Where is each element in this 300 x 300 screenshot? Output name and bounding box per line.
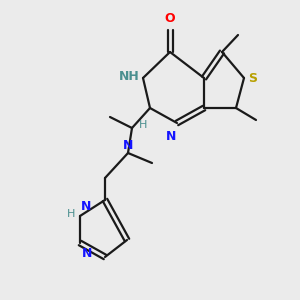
- Text: O: O: [165, 12, 175, 25]
- Text: S: S: [248, 73, 257, 85]
- Text: N: N: [166, 130, 176, 143]
- Text: N: N: [82, 247, 92, 260]
- Text: H: H: [67, 209, 75, 219]
- Text: NH: NH: [119, 70, 140, 83]
- Text: H: H: [139, 120, 147, 130]
- Text: N: N: [123, 139, 133, 152]
- Text: N: N: [81, 200, 92, 213]
